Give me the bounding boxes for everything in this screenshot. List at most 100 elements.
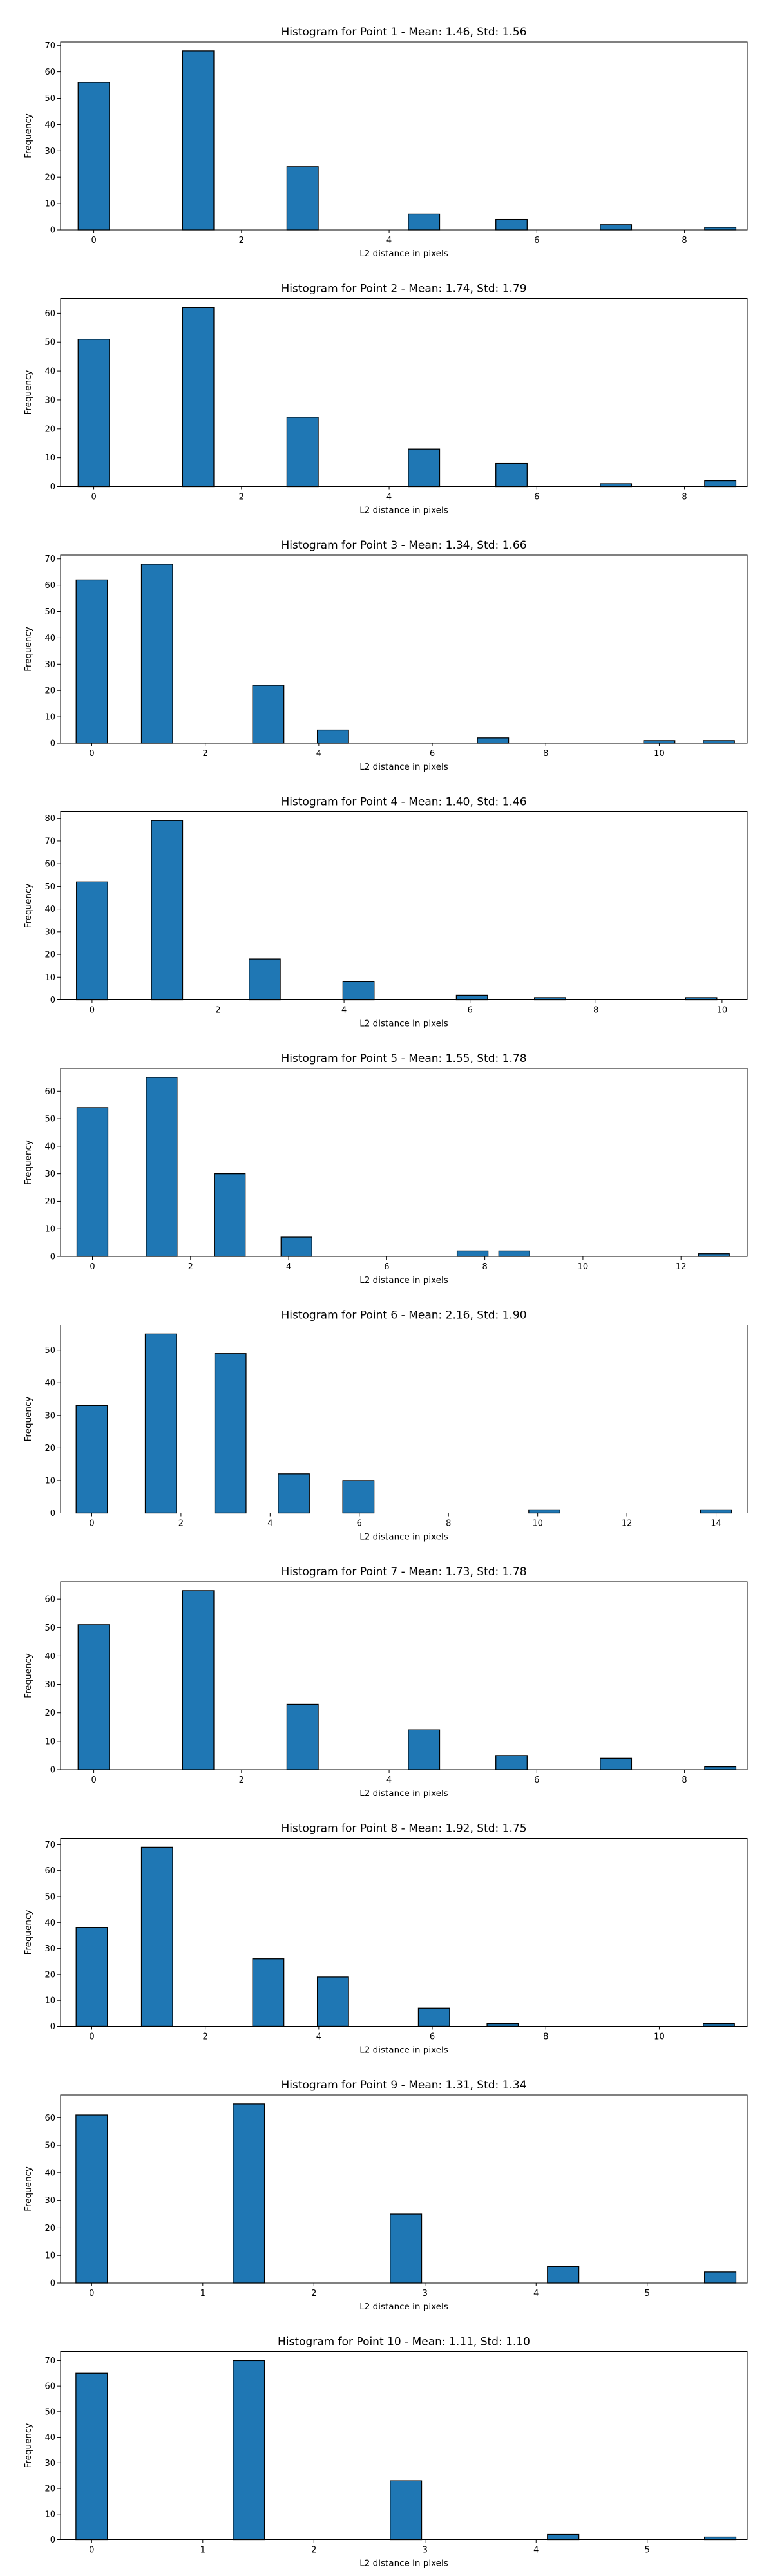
x-tick-label: 4 [286, 1262, 291, 1272]
y-tick-label: 60 [44, 2114, 55, 2123]
x-tick-label: 3 [423, 2546, 428, 2555]
x-tick-label: 10 [532, 1519, 543, 1529]
y-tick-label: 10 [44, 453, 55, 463]
y-tick-label: 70 [44, 41, 55, 51]
x-tick-label: 6 [468, 1006, 473, 1016]
x-tick-label: 2 [311, 2289, 316, 2298]
y-tick-label: 20 [44, 687, 55, 696]
y-tick-label: 10 [44, 1737, 55, 1747]
x-tick-label: 14 [711, 1519, 721, 1529]
x-tick-label: 10 [654, 749, 665, 759]
histogram-bar [704, 480, 737, 488]
y-tick-label: 10 [44, 1996, 55, 2006]
histogram-bar [643, 740, 676, 744]
histogram-bar [75, 1927, 108, 2027]
x-tick-label: 3 [423, 2289, 428, 2298]
axes-frame [60, 1838, 748, 2027]
y-tick-label: 0 [50, 2022, 55, 2032]
histogram-bar [698, 1253, 730, 1257]
histogram-bar [477, 737, 510, 744]
x-tick-label: 0 [91, 236, 96, 245]
y-tick-label: 50 [44, 1346, 55, 1356]
y-tick-label: 10 [44, 1225, 55, 1235]
y-tick-label: 50 [44, 338, 55, 348]
axes-frame [60, 811, 748, 1000]
x-tick-label: 2 [215, 1006, 220, 1016]
axes-frame [60, 1325, 748, 1513]
x-tick-label: 0 [89, 1519, 94, 1529]
histogram-bar [704, 227, 737, 231]
x-axis-label: L2 distance in pixels [359, 2559, 448, 2569]
x-axis-label: L2 distance in pixels [359, 1019, 448, 1029]
histogram-bar [704, 2271, 737, 2284]
y-tick-label: 40 [44, 1652, 55, 1662]
histogram-bar [77, 82, 110, 231]
x-tick-label: 4 [533, 2546, 539, 2555]
x-tick-label: 6 [534, 236, 539, 245]
x-tick-label: 2 [178, 1519, 184, 1529]
x-axis-label: L2 distance in pixels [359, 249, 448, 259]
histogram-bar [286, 166, 319, 231]
chart-panel-2: Histogram for Point 2 - Mean: 1.74, Std:… [23, 283, 748, 516]
y-tick-label: 80 [44, 814, 55, 824]
y-tick-label: 0 [50, 226, 55, 236]
y-tick-label: 30 [44, 660, 55, 670]
y-tick-label: 30 [44, 1170, 55, 1179]
y-tick-label: 0 [50, 1253, 55, 1262]
chart-title: Histogram for Point 1 - Mean: 1.46, Std:… [281, 26, 526, 39]
histogram-bar [214, 1173, 246, 1257]
chart-panel-9: Histogram for Point 9 - Mean: 1.31, Std:… [23, 2079, 748, 2312]
histogram-bar [390, 2213, 423, 2284]
y-tick-label: 10 [44, 1476, 55, 1486]
histogram-bar [547, 2266, 580, 2284]
x-tick-label: 4 [341, 1006, 347, 1016]
axes-frame [60, 554, 748, 744]
y-tick-label: 20 [44, 424, 55, 434]
x-tick-label: 8 [682, 236, 687, 245]
x-tick-label: 6 [534, 493, 539, 502]
y-tick-label: 20 [44, 1197, 55, 1207]
axes-frame [60, 298, 748, 487]
chart-panel-7: Histogram for Point 7 - Mean: 1.73, Std:… [23, 1566, 748, 1799]
y-tick-label: 30 [44, 927, 55, 937]
x-tick-label: 2 [311, 2546, 316, 2555]
y-tick-label: 70 [44, 2356, 55, 2366]
chart-title: Histogram for Point 5 - Mean: 1.55, Std:… [281, 1052, 526, 1065]
x-tick-label: 0 [91, 1776, 96, 1785]
y-tick-label: 50 [44, 2141, 55, 2151]
histogram-bar [547, 2533, 580, 2541]
chart-panel-4: Histogram for Point 4 - Mean: 1.40, Std:… [23, 796, 748, 1029]
histogram-bar [182, 307, 215, 488]
axes-frame [60, 1068, 748, 1257]
histogram-bar [534, 997, 566, 1001]
y-tick-label: 0 [50, 739, 55, 749]
x-tick-label: 6 [357, 1519, 362, 1529]
y-tick-label: 30 [44, 1680, 55, 1690]
y-tick-label: 0 [50, 1509, 55, 1519]
x-axis-label: L2 distance in pixels [359, 506, 448, 516]
chart-title: Histogram for Point 10 - Mean: 1.11, Std… [278, 2336, 530, 2349]
histogram-bar [703, 2023, 735, 2027]
x-tick-label: 8 [543, 2032, 548, 2042]
histogram-bar [495, 1755, 528, 1770]
x-tick-label: 8 [593, 1006, 598, 1016]
x-tick-label: 8 [682, 1776, 687, 1785]
x-tick-label: 8 [446, 1519, 451, 1529]
y-tick-label: 60 [44, 1595, 55, 1605]
y-tick-label: 60 [44, 68, 55, 77]
y-tick-label: 30 [44, 147, 55, 156]
x-tick-label: 4 [386, 236, 392, 245]
y-axis-label: Frequency [23, 884, 33, 929]
x-tick-label: 4 [316, 2032, 321, 2042]
x-axis-label: L2 distance in pixels [359, 2302, 448, 2312]
x-axis-label: L2 distance in pixels [359, 1532, 448, 1542]
x-axis-label: L2 distance in pixels [359, 2045, 448, 2056]
x-tick-label: 10 [578, 1262, 589, 1272]
histogram-bar [342, 981, 375, 1001]
histogram-bar [316, 1976, 349, 2027]
histogram-bar [495, 218, 528, 231]
y-tick-label: 60 [44, 860, 55, 869]
y-tick-label: 30 [44, 395, 55, 405]
chart-title: Histogram for Point 7 - Mean: 1.73, Std:… [281, 1566, 526, 1578]
